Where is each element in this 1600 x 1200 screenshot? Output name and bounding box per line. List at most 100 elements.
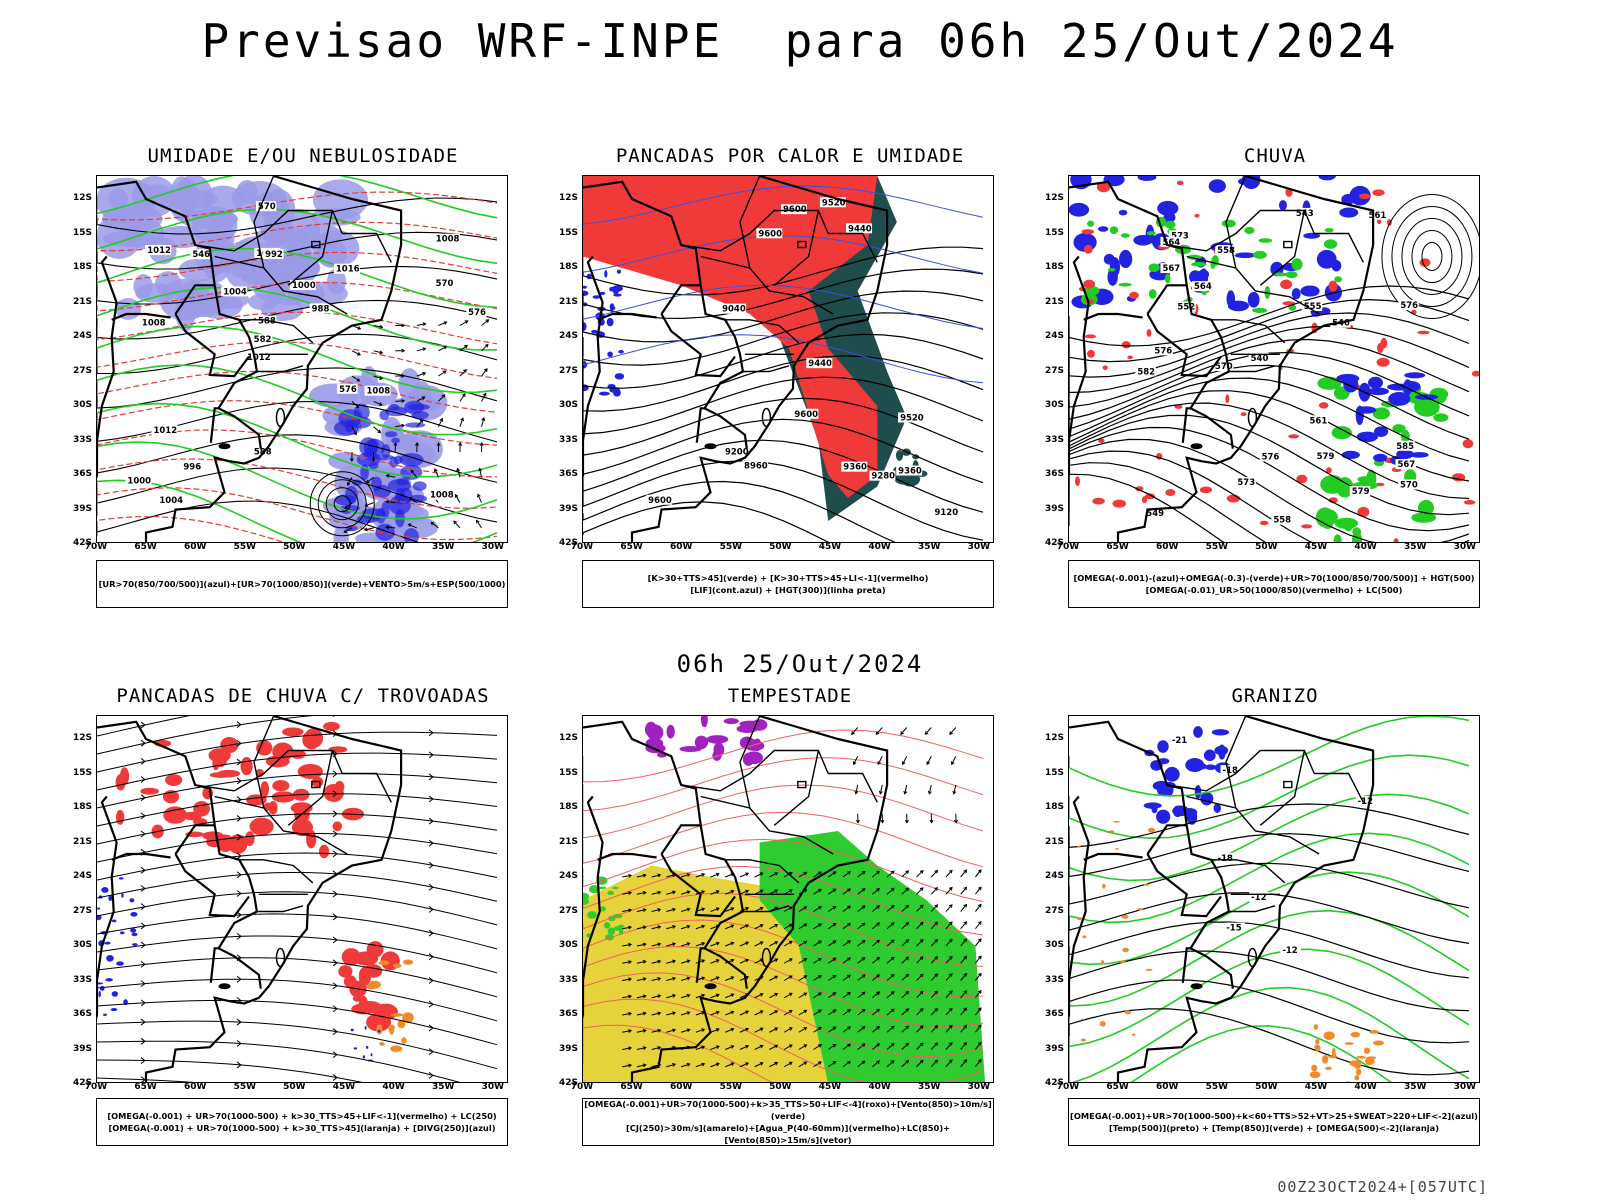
longitude-tick-label: 60W (183, 542, 207, 552)
longitude-tick-label: 65W (620, 1082, 643, 1092)
latitude-tick-label: 24S (558, 331, 578, 341)
map-granizo: -12-12-18-21-24-12-18-15 (1068, 715, 1480, 1083)
geographic-borders (583, 716, 889, 1082)
latitude-tick-label: 21S (558, 296, 578, 307)
contour-label: 573 (1171, 231, 1189, 241)
latitude-tick-label: 15S (72, 767, 92, 778)
latitude-tick-label: 42S (558, 1078, 578, 1088)
page-title: Previsao WRF-INPE para 06h 25/Out/2024 (201, 14, 1399, 68)
shaded-area (1080, 216, 1343, 313)
geographic-borders (583, 176, 889, 542)
panel-title-pancadas-calor: PANCADAS POR CALOR E UMIDADE (615, 145, 965, 167)
latitude-tick-label: 27S (72, 365, 92, 376)
map-canvas: 9600 9520 9440 9600 9600 9520 9360 9440 9280 9200… (583, 176, 984, 542)
contour-label: 1008 (367, 387, 391, 397)
longitude-tick-label: 50W (283, 1082, 306, 1092)
latitude-tick-label: 15S (558, 227, 578, 238)
contour-label: 1012 (153, 426, 177, 436)
shaded-area (1309, 1024, 1384, 1082)
map-canvas (583, 716, 986, 1082)
longitude-tick-label: 45W (1304, 1082, 1328, 1092)
latitude-tick-label: 39S (1044, 1043, 1064, 1054)
longitude-tick-label: 40W (868, 1082, 891, 1092)
longitude-tick-label: 45W (1304, 542, 1328, 552)
latitude-tick-label: 15S (558, 767, 578, 778)
contour-label: 576 (1400, 301, 1418, 311)
longitude-tick-label: 55W (233, 1082, 257, 1092)
longitude-tick-label: 70W (570, 1082, 594, 1092)
latitude-tick-label: 33S (72, 974, 92, 985)
latitude-tick-label: 18S (558, 262, 578, 272)
contour-label: 9440 (848, 224, 872, 234)
latitude-tick-label: 15S (1044, 227, 1064, 238)
longitude-tick-label: 50W (769, 542, 792, 552)
legend-box-chuva: [OMEGA(-0.001)-(azul)+OMEGA(-0.3)-(verde… (1068, 560, 1480, 608)
longitude-tick-label: 55W (1205, 542, 1229, 552)
contour-label: -18 (1223, 766, 1238, 776)
longitude-tick-label: 40W (1354, 542, 1377, 552)
legend-line: [OMEGA(-0.001)+UR>70(1000-500)+k>35_TTS>… (584, 1099, 992, 1121)
contour-label: 552 (1177, 302, 1195, 312)
contour-label: -12 (1358, 797, 1373, 807)
latitude-tick-label: 12S (72, 733, 92, 743)
longitude-tick-label: 70W (1056, 542, 1080, 552)
latitude-tick-label: 21S (72, 836, 92, 847)
longitude-tick-label: 65W (134, 542, 157, 552)
latitude-tick-label: 42S (72, 1078, 92, 1088)
contour-label: 582 (1137, 367, 1155, 377)
contour-label: 576 (339, 385, 357, 395)
panel-title-tempestade: TEMPESTADE (727, 685, 853, 707)
latitude-tick-label: 18S (1044, 262, 1064, 272)
panel-title-umidade: UMIDADE E/OU NEBULOSIDADE (147, 145, 459, 167)
contour-label: 576 (1262, 452, 1280, 462)
contour-label: 549 (1146, 509, 1164, 519)
contour-label: 570 (258, 202, 276, 212)
longitude-tick-label: 35W (917, 542, 941, 552)
latitude-tick-label: 18S (558, 802, 578, 812)
contour-label: 9280 (871, 472, 895, 482)
map-tempestade (582, 715, 994, 1083)
contour-label: 9120 (934, 508, 958, 518)
contour-label: 1008 (430, 491, 454, 501)
wind-vectors (851, 727, 958, 824)
latitude-tick-label: 30S (72, 940, 92, 950)
contour-lines (97, 191, 498, 542)
contour-label: 582 (254, 335, 272, 345)
longitude-tick-label: 65W (620, 542, 643, 552)
longitude-tick-label: 40W (382, 1082, 405, 1092)
longitude-tick-label: 30W (481, 1082, 505, 1092)
longitude-tick-label: 55W (233, 542, 257, 552)
contour-label: 570 (436, 279, 454, 289)
contour-label: 1000 (292, 281, 316, 291)
geographic-borders (1069, 176, 1375, 542)
legend-line: [K>30+TTS>45](verde) + [K>30+TTS>45+LI<-… (647, 573, 929, 583)
legend-line: [OMEGA(-0.001)+UR>70(1000-500)+k<60+TTS>… (1070, 1111, 1478, 1121)
longitude-tick-label: 45W (818, 542, 842, 552)
contour-label: 585 (1396, 442, 1414, 452)
contour-label: 573 (1237, 478, 1255, 488)
longitude-tick-label: 55W (1205, 1082, 1229, 1092)
contour-label: -12 (1282, 946, 1297, 956)
latitude-tick-label: 42S (558, 538, 578, 548)
contour-label: 570 (1215, 362, 1233, 372)
contour-label: 996 (183, 463, 201, 473)
legend-box-trovoadas: [OMEGA(-0.001) + UR>70(1000-500) + k>30_… (96, 1098, 508, 1146)
contour-label: 561 (1369, 211, 1387, 221)
contour-label: 558 (1217, 246, 1235, 256)
longitude-tick-label: 50W (1255, 542, 1278, 552)
legend-box-tempestade: [OMEGA(-0.001)+UR>70(1000-500)+k>35_TTS>… (582, 1098, 994, 1146)
contour-label: 1016 (336, 265, 360, 275)
longitude-tick-label: 45W (332, 542, 356, 552)
contour-label: 555 (1304, 302, 1322, 312)
map-canvas: 579 576 576 573 570 567 564 561 558 555 552 549 546 5… (1069, 176, 1479, 542)
longitude-tick-label: 30W (967, 542, 991, 552)
latitude-tick-label: 27S (1044, 905, 1064, 916)
longitude-tick-label: 45W (818, 1082, 842, 1092)
geographic-borders (97, 716, 403, 1082)
latitude-tick-label: 21S (1044, 296, 1064, 307)
contour-label: 567 (1162, 264, 1180, 274)
latitude-tick-label: 30S (1044, 940, 1064, 950)
longitude-tick-label: 40W (382, 542, 405, 552)
map-canvas (97, 716, 498, 1082)
contour-label: 1008 (436, 235, 460, 245)
